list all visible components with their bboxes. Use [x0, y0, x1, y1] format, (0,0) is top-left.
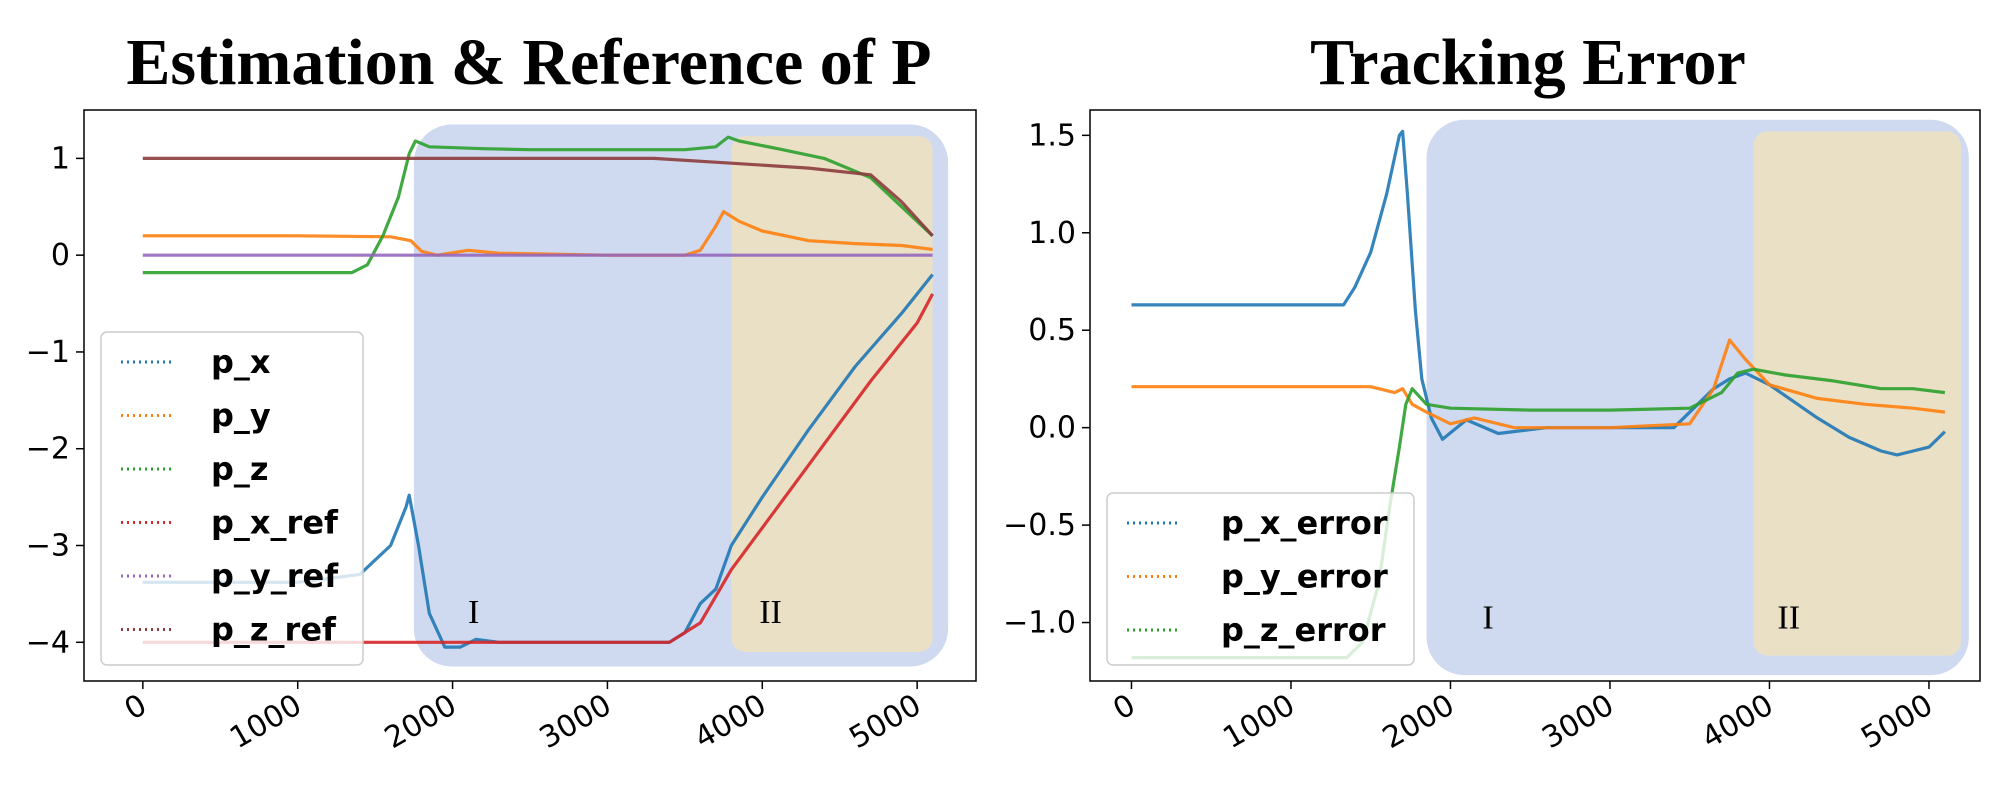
chart-title: Tracking Error [1310, 26, 1746, 99]
series-line-p-x-error [1131, 129, 1947, 457]
x-tick-label: 0 [1107, 688, 1141, 728]
y-tick-label: −4 [26, 625, 70, 660]
region-label-ii: II [1777, 599, 1800, 636]
region-ii [1753, 131, 1961, 656]
legend-label: p_x [211, 343, 271, 381]
y-tick-label: 0 [51, 238, 70, 273]
chart-panel-estimation: Estimation & Reference of P 1 0 −1 −2 −3 −4 0… [26, 26, 977, 756]
y-tick-label: −0.5 [1003, 508, 1076, 543]
region-labels: I II [468, 594, 782, 631]
y-tick-label: −3 [26, 529, 70, 564]
x-tick-label: 5000 [844, 688, 928, 756]
x-tick-label: 2000 [1377, 688, 1461, 756]
x-tick-label: 4000 [689, 688, 773, 756]
y-tick-label: −2 [26, 432, 70, 467]
series-line-p-y-error [1131, 338, 1946, 430]
legend: p_x p_y p_z p_x_ref p_y_ref p_z_ref [100, 331, 364, 666]
region-ii [731, 136, 933, 652]
chart-title: Estimation & Reference of P [126, 26, 931, 99]
chart-panel-tracking-error: Tracking Error 1.5 1.0 0.5 0.0 −0.5 −1.0 0 100… [1003, 26, 1981, 756]
series-line-p-z-ref [142, 156, 934, 237]
y-tick-label: 1.0 [1028, 216, 1076, 251]
y-axis: 1.5 1.0 0.5 0.0 −0.5 −1.0 [1003, 118, 1090, 641]
y-tick-label: 1.5 [1028, 118, 1076, 153]
legend-label: p_z [211, 450, 269, 488]
legend: p_x_error p_y_error p_z_error [1106, 492, 1415, 666]
x-axis: 0 1000 2000 3000 4000 5000 [119, 681, 927, 756]
x-tick-label: 4000 [1696, 688, 1780, 756]
legend-label: p_x_error [1221, 504, 1388, 542]
legend-label: p_y_ref [211, 557, 339, 595]
legend-box [100, 331, 364, 666]
shaded-regions [1426, 119, 1969, 676]
legend-label: p_y [211, 397, 271, 435]
legend-label: p_x_ref [211, 504, 339, 542]
x-tick-label: 1000 [224, 688, 308, 756]
y-axis: 1 0 −1 −2 −3 −4 [26, 141, 84, 660]
legend-label: p_z_ref [211, 611, 337, 649]
legend-label: p_z_error [1221, 611, 1386, 649]
plot-frame [83, 109, 977, 682]
series-lines [142, 135, 935, 649]
y-tick-label: 0.0 [1028, 411, 1076, 446]
y-tick-label: 1 [51, 141, 70, 176]
x-tick-label: 5000 [1855, 688, 1939, 756]
y-tick-label: 0.5 [1028, 313, 1076, 348]
x-tick-label: 3000 [534, 688, 618, 756]
series-line-p-x-ref [142, 293, 935, 644]
x-tick-label: 2000 [379, 688, 463, 756]
y-tick-label: −1 [26, 335, 70, 370]
y-tick-label: −1.0 [1003, 606, 1076, 641]
shaded-regions [413, 124, 949, 667]
x-axis: 0 1000 2000 3000 4000 5000 [1107, 681, 1939, 756]
region-labels: I II [1482, 599, 1800, 636]
region-label-ii: II [759, 594, 782, 631]
legend-box [1106, 492, 1415, 666]
x-tick-label: 3000 [1536, 688, 1620, 756]
x-tick-label: 0 [119, 688, 153, 728]
region-label-i: I [1482, 599, 1493, 636]
x-tick-label: 1000 [1217, 688, 1301, 756]
legend-label: p_y_error [1221, 558, 1388, 596]
region-label-i: I [468, 594, 479, 631]
plot-frame [1089, 109, 1981, 682]
